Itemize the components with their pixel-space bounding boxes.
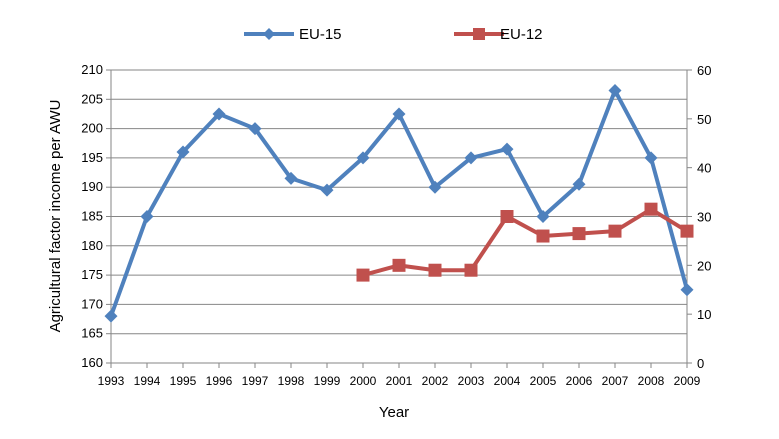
data-point-eu15 bbox=[212, 107, 226, 121]
y-left-tick-label: 210 bbox=[81, 62, 103, 77]
x-tick-label: 1994 bbox=[134, 374, 161, 388]
legend: EU-15 EU-12 bbox=[244, 26, 543, 43]
data-point-eu12 bbox=[644, 202, 658, 216]
y-left-tick-label: 190 bbox=[81, 179, 103, 194]
data-point-eu12 bbox=[608, 224, 622, 238]
x-tick-label: 2007 bbox=[602, 374, 629, 388]
y-left-tick-label: 170 bbox=[81, 296, 103, 311]
data-point-eu15 bbox=[572, 177, 586, 191]
y-right-tick-label: 20 bbox=[697, 258, 711, 273]
y-right-tick-label: 40 bbox=[697, 161, 711, 176]
x-tick-label: 2000 bbox=[350, 374, 377, 388]
x-tick-label: 2006 bbox=[566, 374, 593, 388]
y-right-tick-label: 10 bbox=[697, 307, 711, 322]
data-point-eu15 bbox=[428, 180, 442, 194]
y-left-tick-label: 205 bbox=[81, 91, 103, 106]
data-point-eu15 bbox=[320, 183, 334, 197]
x-tick-label: 2004 bbox=[494, 374, 521, 388]
data-point-eu12 bbox=[356, 268, 370, 282]
legend-item-eu15: EU-15 bbox=[244, 26, 342, 43]
y-left-tick-label: 195 bbox=[81, 150, 103, 165]
x-tick-label: 2005 bbox=[530, 374, 557, 388]
gridlines bbox=[111, 98, 687, 335]
x-tick-label: 2003 bbox=[458, 374, 485, 388]
data-point-eu12 bbox=[500, 210, 514, 223]
x-tick-label: 2008 bbox=[638, 374, 665, 388]
legend-eu15-label: EU-15 bbox=[299, 26, 342, 43]
series-line-eu15 bbox=[109, 88, 689, 317]
data-point-eu12 bbox=[428, 263, 442, 277]
x-tick-label: 1999 bbox=[314, 374, 341, 388]
legend-eu12-label: EU-12 bbox=[500, 26, 543, 43]
y-left-tick-label: 175 bbox=[81, 267, 103, 282]
y-left-tick-label: 185 bbox=[81, 209, 103, 224]
data-point-eu15 bbox=[140, 210, 154, 223]
data-point-eu15 bbox=[248, 122, 262, 136]
x-axis-title: Year bbox=[379, 404, 409, 421]
x-tick-label: 2001 bbox=[386, 374, 413, 388]
data-point-eu15 bbox=[500, 142, 514, 156]
y-axis-title: Agricultural factor income per AWU bbox=[47, 100, 64, 333]
y-left-tick-label: 165 bbox=[81, 326, 103, 341]
x-tick-label: 1993 bbox=[98, 374, 125, 388]
y-left-tick-label: 160 bbox=[81, 355, 103, 370]
series-line-eu12 bbox=[362, 207, 689, 278]
y-left-tick-label: 200 bbox=[81, 121, 103, 136]
data-point-eu15 bbox=[536, 210, 550, 223]
data-point-eu15 bbox=[608, 84, 622, 98]
data-point-eu15 bbox=[104, 309, 118, 323]
axes: 160 165 170 175 180 185 190 195 200 205 210 0 10 20 30… bbox=[81, 62, 711, 388]
x-tick-label: 1997 bbox=[242, 374, 269, 388]
x-tick-label: 1998 bbox=[278, 374, 305, 388]
legend-eu15-marker bbox=[263, 28, 275, 40]
x-tick-label: 2002 bbox=[422, 374, 449, 388]
legend-item-eu12: EU-12 bbox=[454, 26, 543, 43]
data-point-eu15 bbox=[356, 151, 370, 165]
data-point-eu15 bbox=[680, 283, 694, 297]
y-right-tick-label: 50 bbox=[697, 112, 711, 127]
y-right-tick-label: 0 bbox=[697, 356, 704, 371]
x-tick-label: 1996 bbox=[206, 374, 233, 388]
y-right-tick-label: 60 bbox=[697, 63, 711, 78]
x-tick-label: 2009 bbox=[674, 374, 701, 388]
series-layer bbox=[104, 84, 694, 323]
data-point-eu12 bbox=[680, 224, 694, 238]
data-point-eu12 bbox=[464, 263, 478, 277]
y-right-tick-label: 30 bbox=[697, 210, 711, 225]
data-point-eu12 bbox=[392, 258, 406, 272]
data-point-eu12 bbox=[536, 229, 550, 243]
data-point-eu15 bbox=[392, 107, 406, 121]
data-point-eu15 bbox=[176, 145, 190, 159]
y-left-tick-label: 180 bbox=[81, 238, 103, 253]
data-point-eu12 bbox=[572, 227, 586, 241]
data-point-eu15 bbox=[644, 151, 658, 165]
data-point-eu15 bbox=[464, 151, 478, 165]
legend-eu12-marker bbox=[473, 28, 485, 40]
data-point-eu15 bbox=[284, 171, 298, 185]
x-tick-label: 1995 bbox=[170, 374, 197, 388]
